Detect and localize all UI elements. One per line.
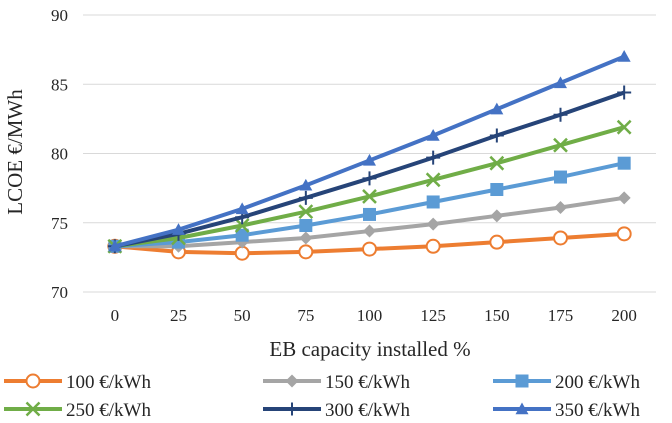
legend-marker [25, 373, 41, 389]
data-point [617, 85, 632, 100]
data-point [425, 172, 441, 188]
legend-label: 150 €/kWh [325, 372, 410, 393]
x-axis-title: EB capacity installed % [269, 337, 470, 361]
data-point [490, 102, 504, 115]
y-tick-label: 70 [51, 283, 68, 302]
data-point [426, 128, 440, 141]
legend-label: 200 €/kWh [555, 372, 640, 393]
x-tick-label: 25 [170, 306, 187, 325]
series-0 [107, 226, 632, 261]
y-tick-label: 85 [51, 75, 68, 94]
legend-entry: 300 €/kWh [263, 400, 410, 421]
data-point [425, 238, 441, 254]
data-point [489, 234, 505, 250]
x-tick-label: 175 [548, 306, 574, 325]
data-point [489, 155, 505, 171]
data-point [235, 202, 249, 215]
data-point [362, 171, 377, 186]
x-tick-label: 200 [611, 306, 637, 325]
data-point [554, 76, 567, 89]
x-tick-label: 150 [484, 306, 510, 325]
data-point [554, 170, 567, 184]
legend-marker [285, 374, 299, 388]
data-point [616, 119, 632, 135]
data-point [553, 107, 568, 122]
x-tick-label: 100 [357, 306, 383, 325]
data-point [489, 128, 504, 143]
legend-marker [25, 401, 41, 417]
data-point [299, 231, 313, 245]
data-point [362, 189, 377, 204]
y-tick-labels: 70 75 80 85 90 [51, 6, 68, 302]
y-axis-title: LCOE €/MWh [3, 89, 27, 215]
x-tick-label: 0 [111, 306, 120, 325]
legend-entry: 350 €/kWh [493, 400, 640, 421]
data-point [298, 244, 314, 260]
series-lines [107, 50, 632, 261]
legend-entry: 150 €/kWh [263, 372, 410, 393]
data-point [617, 50, 631, 62]
data-point [490, 209, 504, 223]
data-point [298, 204, 314, 220]
legend-entry: 100 €/kWh [4, 372, 151, 393]
y-tick-label: 80 [51, 145, 68, 164]
data-point [234, 245, 250, 261]
legend: 100 €/kWh 150 €/kWh 200 €/kWh 250 €/kWh 300 … [4, 372, 640, 421]
legend-entry: 200 €/kWh [493, 372, 640, 393]
series-5 [108, 50, 631, 252]
data-point [298, 190, 313, 205]
x-tick-label: 50 [234, 306, 251, 325]
y-tick-label: 75 [51, 214, 68, 233]
data-point [553, 230, 568, 246]
data-point [426, 195, 440, 209]
legend-entry: 250 €/kWh [4, 400, 151, 421]
data-point [490, 183, 504, 197]
x-tick-label: 75 [297, 306, 314, 325]
y-tick-label: 90 [51, 6, 68, 25]
data-point [234, 218, 250, 233]
data-point [363, 207, 376, 221]
legend-label: 100 €/kWh [66, 372, 151, 393]
legend-marker [515, 402, 529, 415]
data-point [554, 201, 567, 215]
data-point [616, 226, 632, 242]
data-point [553, 137, 568, 153]
x-tick-labels: 0 25 50 75 100 125 150 175 200 [111, 306, 637, 325]
legend-label: 250 €/kWh [66, 400, 151, 421]
data-point [299, 219, 313, 233]
data-point [426, 150, 441, 165]
legend-label: 350 €/kWh [555, 400, 640, 421]
data-point [235, 228, 249, 242]
data-point [299, 178, 313, 191]
legend-label: 300 €/kWh [325, 400, 410, 421]
data-point [617, 191, 631, 205]
legend-marker [285, 402, 299, 416]
data-point [363, 224, 376, 238]
x-tick-label: 125 [420, 306, 446, 325]
data-point [362, 241, 377, 257]
legend-marker [515, 374, 529, 388]
data-point [617, 156, 631, 170]
data-point [426, 217, 440, 231]
data-point [108, 239, 122, 252]
data-point [172, 223, 185, 235]
data-point [363, 153, 376, 166]
